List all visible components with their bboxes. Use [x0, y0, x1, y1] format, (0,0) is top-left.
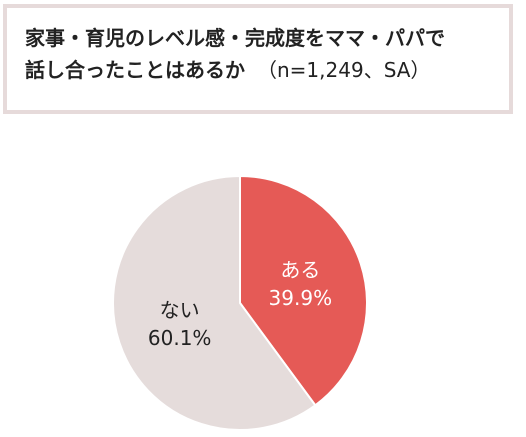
pie-slice-2	[112, 174, 317, 431]
chart-title-line-1: 家事・育児のレベル感・完成度をママ・パパで	[25, 26, 445, 50]
chart-sample-note: （n=1,249、SA）	[257, 58, 431, 82]
pie-slice-1	[239, 174, 368, 407]
pie-slice-label-1: ある	[280, 258, 320, 282]
pie-slice-value-1: 39.9%	[269, 286, 333, 310]
pie-slice-value-2: 60.1%	[148, 326, 212, 350]
pie-slice-label-2: ない	[160, 298, 200, 322]
chart-title-line-2: 話し合ったことはあるか （n=1,249、SA）	[25, 54, 493, 86]
chart-title-box: 家事・育児のレベル感・完成度をママ・パパで 話し合ったことはあるか （n=1,24…	[3, 4, 513, 114]
chart-title-line-2-text: 話し合ったことはあるか	[25, 58, 245, 82]
